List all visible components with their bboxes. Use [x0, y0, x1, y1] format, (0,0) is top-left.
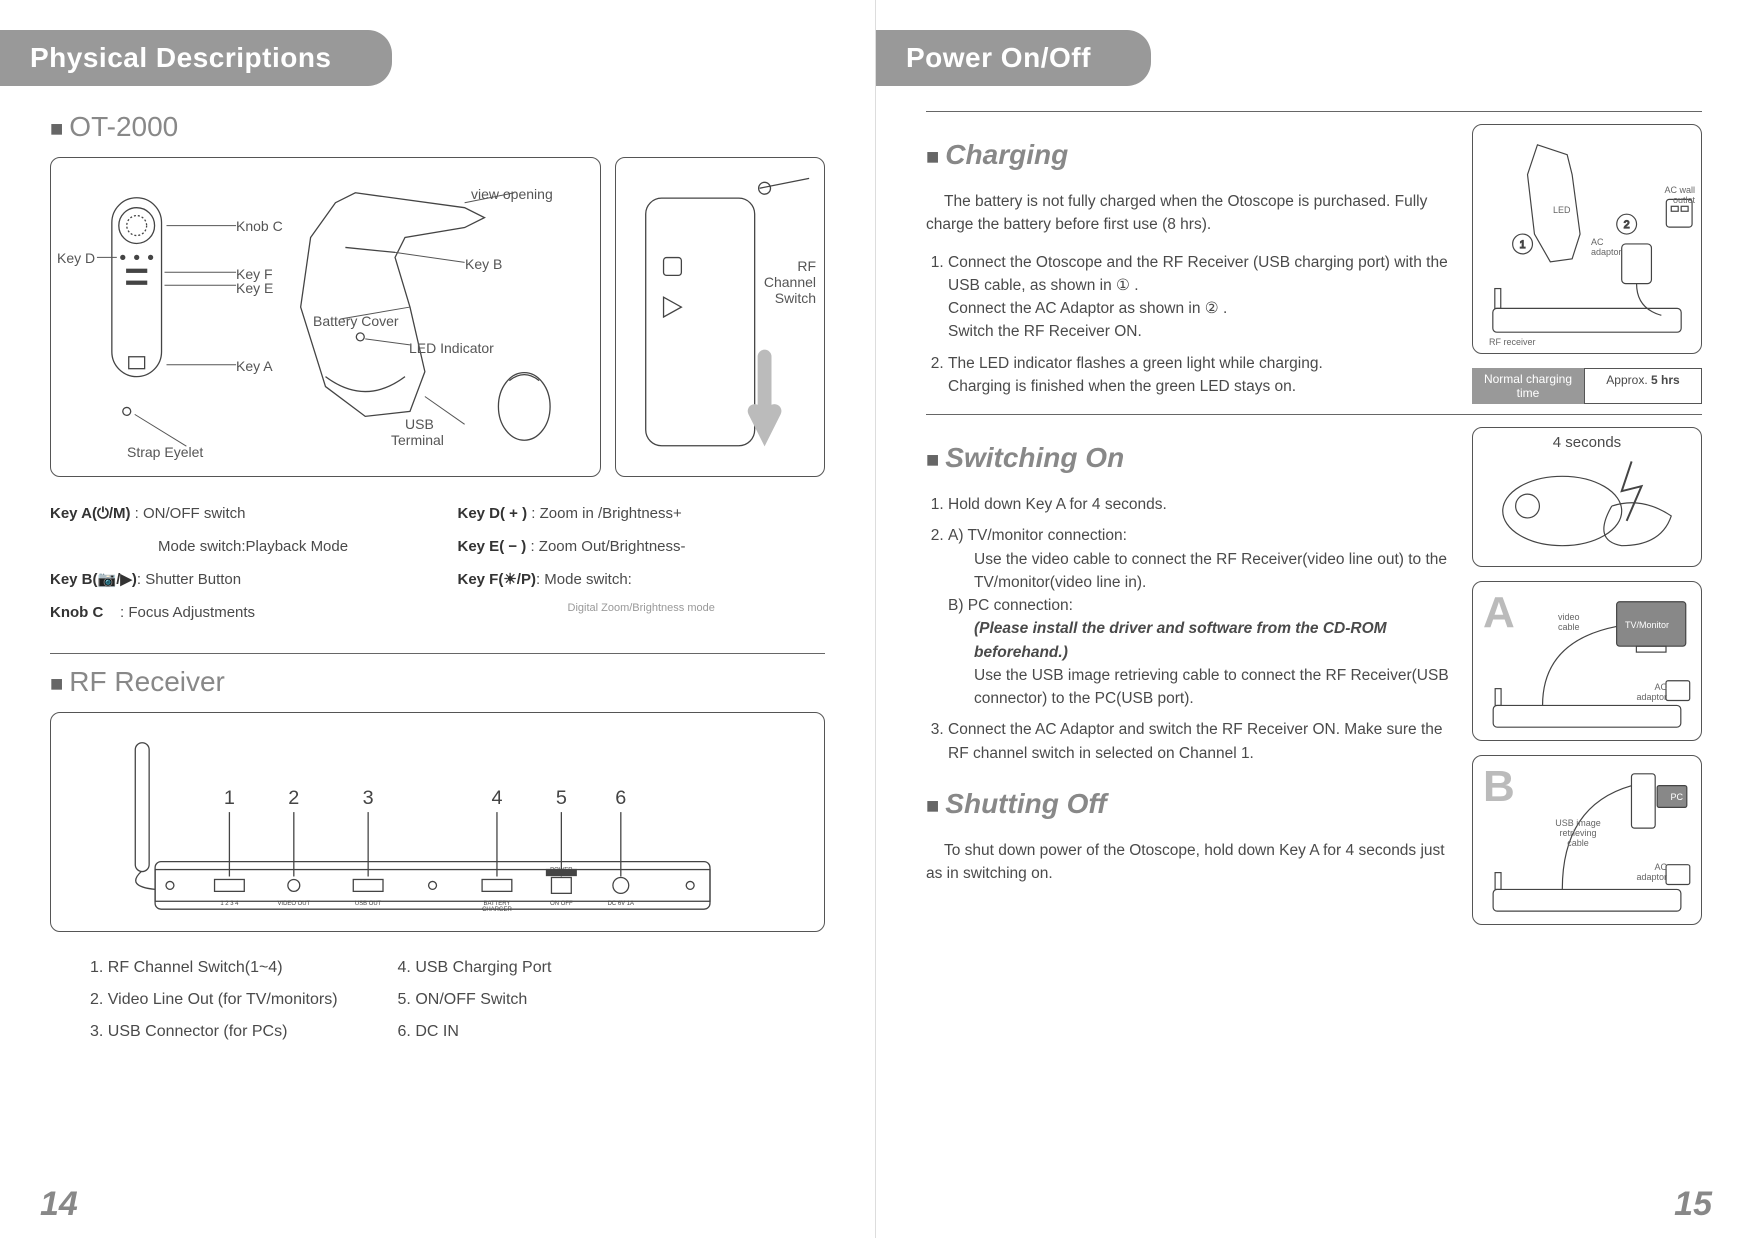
svg-text:POWER: POWER	[550, 868, 573, 874]
lbl-battery: Battery Cover	[313, 313, 399, 329]
svg-text:1: 1	[224, 787, 235, 809]
rf-receiver-diagram: 123 456 1 2 3 4VIDEO OUTUSB OUT BATTERYC…	[50, 712, 825, 932]
ot2000-diagrams: view opening Knob C Key D Key F Key B Ke…	[50, 157, 825, 477]
svg-text:DC 6V 1A: DC 6V 1A	[608, 901, 634, 907]
label-b: B	[1483, 762, 1515, 812]
lbl-keyd: Key D	[57, 250, 95, 266]
divider-r1	[926, 111, 1702, 112]
key-legend-left: Key A(⏻/M) : ON/OFF switch Mode switch:P…	[50, 497, 418, 629]
fig-4seconds: 4 seconds	[1472, 427, 1702, 567]
switching-steps: Hold down Key A for 4 seconds. A) TV/mon…	[926, 493, 1452, 765]
svg-text:VIDEO OUT: VIDEO OUT	[277, 901, 310, 907]
section-rf-title: ■RF Receiver	[50, 666, 825, 698]
charging-figure: 1 2 LED AC adaptor AC wall	[1472, 124, 1702, 354]
page-number-right: 15	[1674, 1185, 1712, 1224]
charging-section: ■Charging The battery is not fully charg…	[926, 124, 1702, 406]
svg-text:1: 1	[1520, 239, 1526, 251]
key-legend: Key A(⏻/M) : ON/OFF switch Mode switch:P…	[50, 497, 825, 629]
header-right: Power On/Off	[876, 30, 1151, 86]
svg-text:USB OUT: USB OUT	[355, 901, 382, 907]
charging-time-info: Normal charging time Approx. 5 hrs	[1472, 368, 1702, 404]
lbl-knobc: Knob C	[236, 218, 283, 234]
header-left: Physical Descriptions	[0, 30, 392, 86]
rf-label: RF Receiver	[69, 666, 225, 697]
lbl-keye: Key E	[236, 280, 273, 296]
label-a: A	[1483, 588, 1515, 638]
page-14: Physical Descriptions ■OT-2000	[0, 0, 876, 1238]
ot2000-label: OT-2000	[69, 111, 178, 142]
charging-intro: The battery is not fully charged when th…	[926, 190, 1452, 237]
ot2000-receiver-diagram: RF Channel Switch	[615, 157, 825, 477]
lbl-rf2: Channel	[764, 274, 816, 290]
lbl-view-opening: view opening	[471, 186, 553, 202]
svg-text:1 2 3 4: 1 2 3 4	[220, 901, 239, 907]
switching-section: ■Switching On Hold down Key A for 4 seco…	[926, 427, 1702, 925]
fig-pc-connection: B USB image retrieving cable PC AC adapt…	[1472, 755, 1702, 925]
charging-steps: Connect the Otoscope and the RF Receiver…	[926, 251, 1452, 399]
lbl-strap: Strap Eyelet	[127, 444, 203, 460]
divider-left	[50, 653, 825, 654]
lbl-usb1: USB	[405, 416, 434, 432]
rf-legend: 1. RF Channel Switch(1~4) 2. Video Line …	[90, 952, 825, 1048]
divider-r2	[926, 414, 1702, 415]
svg-text:2: 2	[1624, 219, 1630, 231]
switching-title: ■Switching On	[926, 437, 1452, 479]
lbl-led: LED Indicator	[409, 340, 494, 356]
lbl-rf1: RF	[797, 258, 816, 274]
key-legend-right: Key D( + ) : Zoom in /Brightness+ Key E(…	[458, 497, 826, 629]
rf-legend-left: 1. RF Channel Switch(1~4) 2. Video Line …	[90, 952, 338, 1048]
section-ot2000-title: ■OT-2000	[50, 111, 825, 143]
svg-text:CHARGER: CHARGER	[482, 907, 512, 913]
charging-title: ■Charging	[926, 134, 1452, 176]
lbl-keyb: Key B	[465, 256, 502, 272]
ot2000-main-diagram: view opening Knob C Key D Key F Key B Ke…	[50, 157, 601, 477]
fig-tv-connection: A video cable TV/Monitor AC adaptor	[1472, 581, 1702, 741]
svg-text:3: 3	[363, 787, 374, 809]
svg-text:ON OFF: ON OFF	[550, 901, 573, 907]
svg-text:4: 4	[491, 787, 502, 809]
lbl-keya: Key A	[236, 358, 273, 374]
svg-text:2: 2	[288, 787, 299, 809]
shutting-title: ■Shutting Off	[926, 783, 1452, 825]
svg-text:6: 6	[615, 787, 626, 809]
svg-text:5: 5	[556, 787, 567, 809]
lbl-usb2: Terminal	[391, 432, 444, 448]
page-15: Power On/Off ■Charging The battery is no…	[876, 0, 1752, 1238]
lbl-rf3: Switch	[775, 290, 816, 306]
rf-legend-right: 4. USB Charging Port 5. ON/OFF Switch 6.…	[398, 952, 552, 1048]
page-number-left: 14	[40, 1185, 78, 1224]
shutting-body: To shut down power of the Otoscope, hold…	[926, 839, 1452, 886]
